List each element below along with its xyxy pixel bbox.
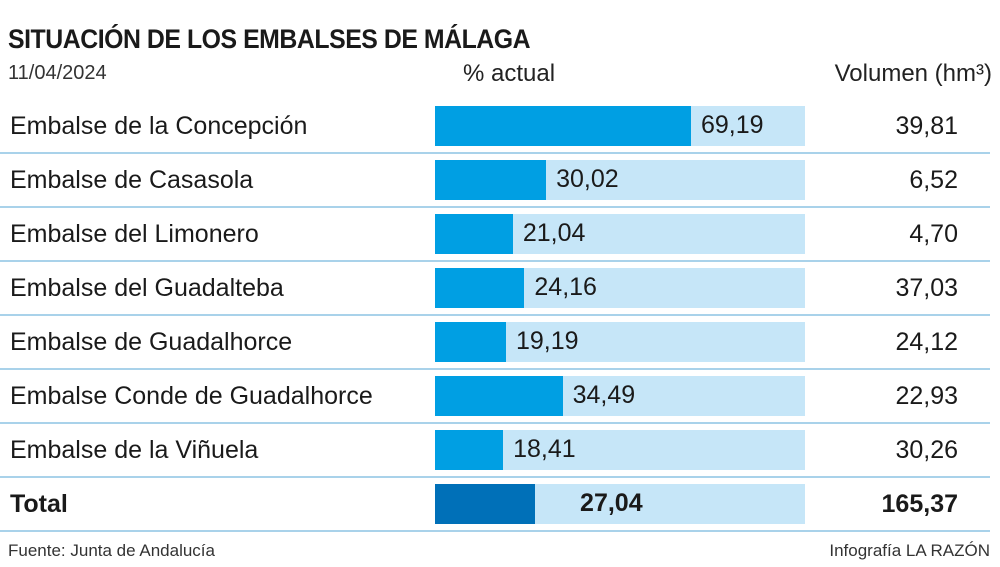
reservoir-name: Embalse de la Concepción <box>10 112 308 140</box>
bar-value-label: 24,16 <box>534 273 597 301</box>
volume-value: 37,03 <box>895 274 958 302</box>
bar <box>435 106 691 146</box>
volume-column-header: Volumen (hm³) <box>834 60 992 87</box>
row-separator <box>0 530 990 532</box>
table-row: Embalse de Casasola 30,02 6,52 <box>0 154 1000 208</box>
volume-value: 6,52 <box>909 166 958 194</box>
reservoir-name: Embalse del Guadalteba <box>10 274 284 302</box>
volume-value: 22,93 <box>895 382 958 410</box>
bar-value-label: 21,04 <box>522 219 586 247</box>
row-separator <box>0 260 990 262</box>
table-row: Embalse del Limonero 21,04 4,70 <box>0 208 1000 262</box>
bar <box>435 484 536 524</box>
bar-value-label: 69,19 <box>701 111 764 139</box>
volume-value: 24,12 <box>895 328 958 356</box>
bar-value-label: 30,02 <box>556 165 619 193</box>
row-separator <box>0 206 990 208</box>
reservoir-name: Total <box>10 490 68 518</box>
bar-track: 24,16 <box>435 268 805 308</box>
reservoir-name: Embalse Conde de Guadalhorce <box>10 382 373 410</box>
volume-value: 39,81 <box>895 112 958 140</box>
table-row: Embalse de la Concepción 69,19 39,81 <box>0 100 1000 154</box>
table-row: Embalse de la Viñuela 18,41 30,26 <box>0 424 1000 478</box>
bar-value-label: 34,49 <box>572 381 636 409</box>
bar-value-label: 27,04 <box>580 489 643 517</box>
row-separator <box>0 368 990 370</box>
bar <box>435 430 504 470</box>
bar <box>435 376 563 416</box>
date: 11/04/2024 <box>8 62 107 84</box>
bar-value-label: 19,19 <box>516 327 579 355</box>
reservoir-name: Embalse del Limonero <box>10 220 259 248</box>
reservoir-name: Embalse de la Viñuela <box>10 436 259 464</box>
pct-column-header: % actual <box>463 60 556 87</box>
bar <box>435 160 547 200</box>
bar-track: 27,04 <box>435 484 805 524</box>
volume-value: 4,70 <box>909 220 958 248</box>
reservoir-name: Embalse de Casasola <box>10 166 254 194</box>
chart-title: SITUACIÓN DE LOS EMBALSES DE MÁLAGA <box>8 24 531 54</box>
bar-value-label: 18,41 <box>513 435 576 463</box>
reservoir-name: Embalse de Guadalhorce <box>10 328 293 356</box>
bar <box>435 322 506 362</box>
bar-track: 21,04 <box>435 214 805 254</box>
bar-track: 18,41 <box>435 430 805 470</box>
volume-value: 165,37 <box>881 490 958 518</box>
bar <box>435 214 513 254</box>
bar <box>435 268 525 308</box>
row-separator <box>0 422 990 424</box>
total-row: Total 27,04 165,37 <box>0 478 1000 532</box>
row-separator <box>0 152 990 154</box>
bar-track: 69,19 <box>435 106 805 146</box>
volume-value: 30,26 <box>895 436 958 464</box>
table-row: Embalse de Guadalhorce 19,19 24,12 <box>0 316 1000 370</box>
bar-track: 34,49 <box>435 376 805 416</box>
table-row: Embalse del Guadalteba 24,16 37,03 <box>0 262 1000 316</box>
source: Fuente: Junta de Andalucía <box>8 541 215 560</box>
credit: Infografía LA RAZÓN <box>829 541 990 560</box>
row-separator <box>0 476 990 478</box>
row-separator <box>0 314 990 316</box>
bar-track: 19,19 <box>435 322 805 362</box>
table-row: Embalse Conde de Guadalhorce 34,49 22,93 <box>0 370 1000 424</box>
bar-track: 30,02 <box>435 160 805 200</box>
